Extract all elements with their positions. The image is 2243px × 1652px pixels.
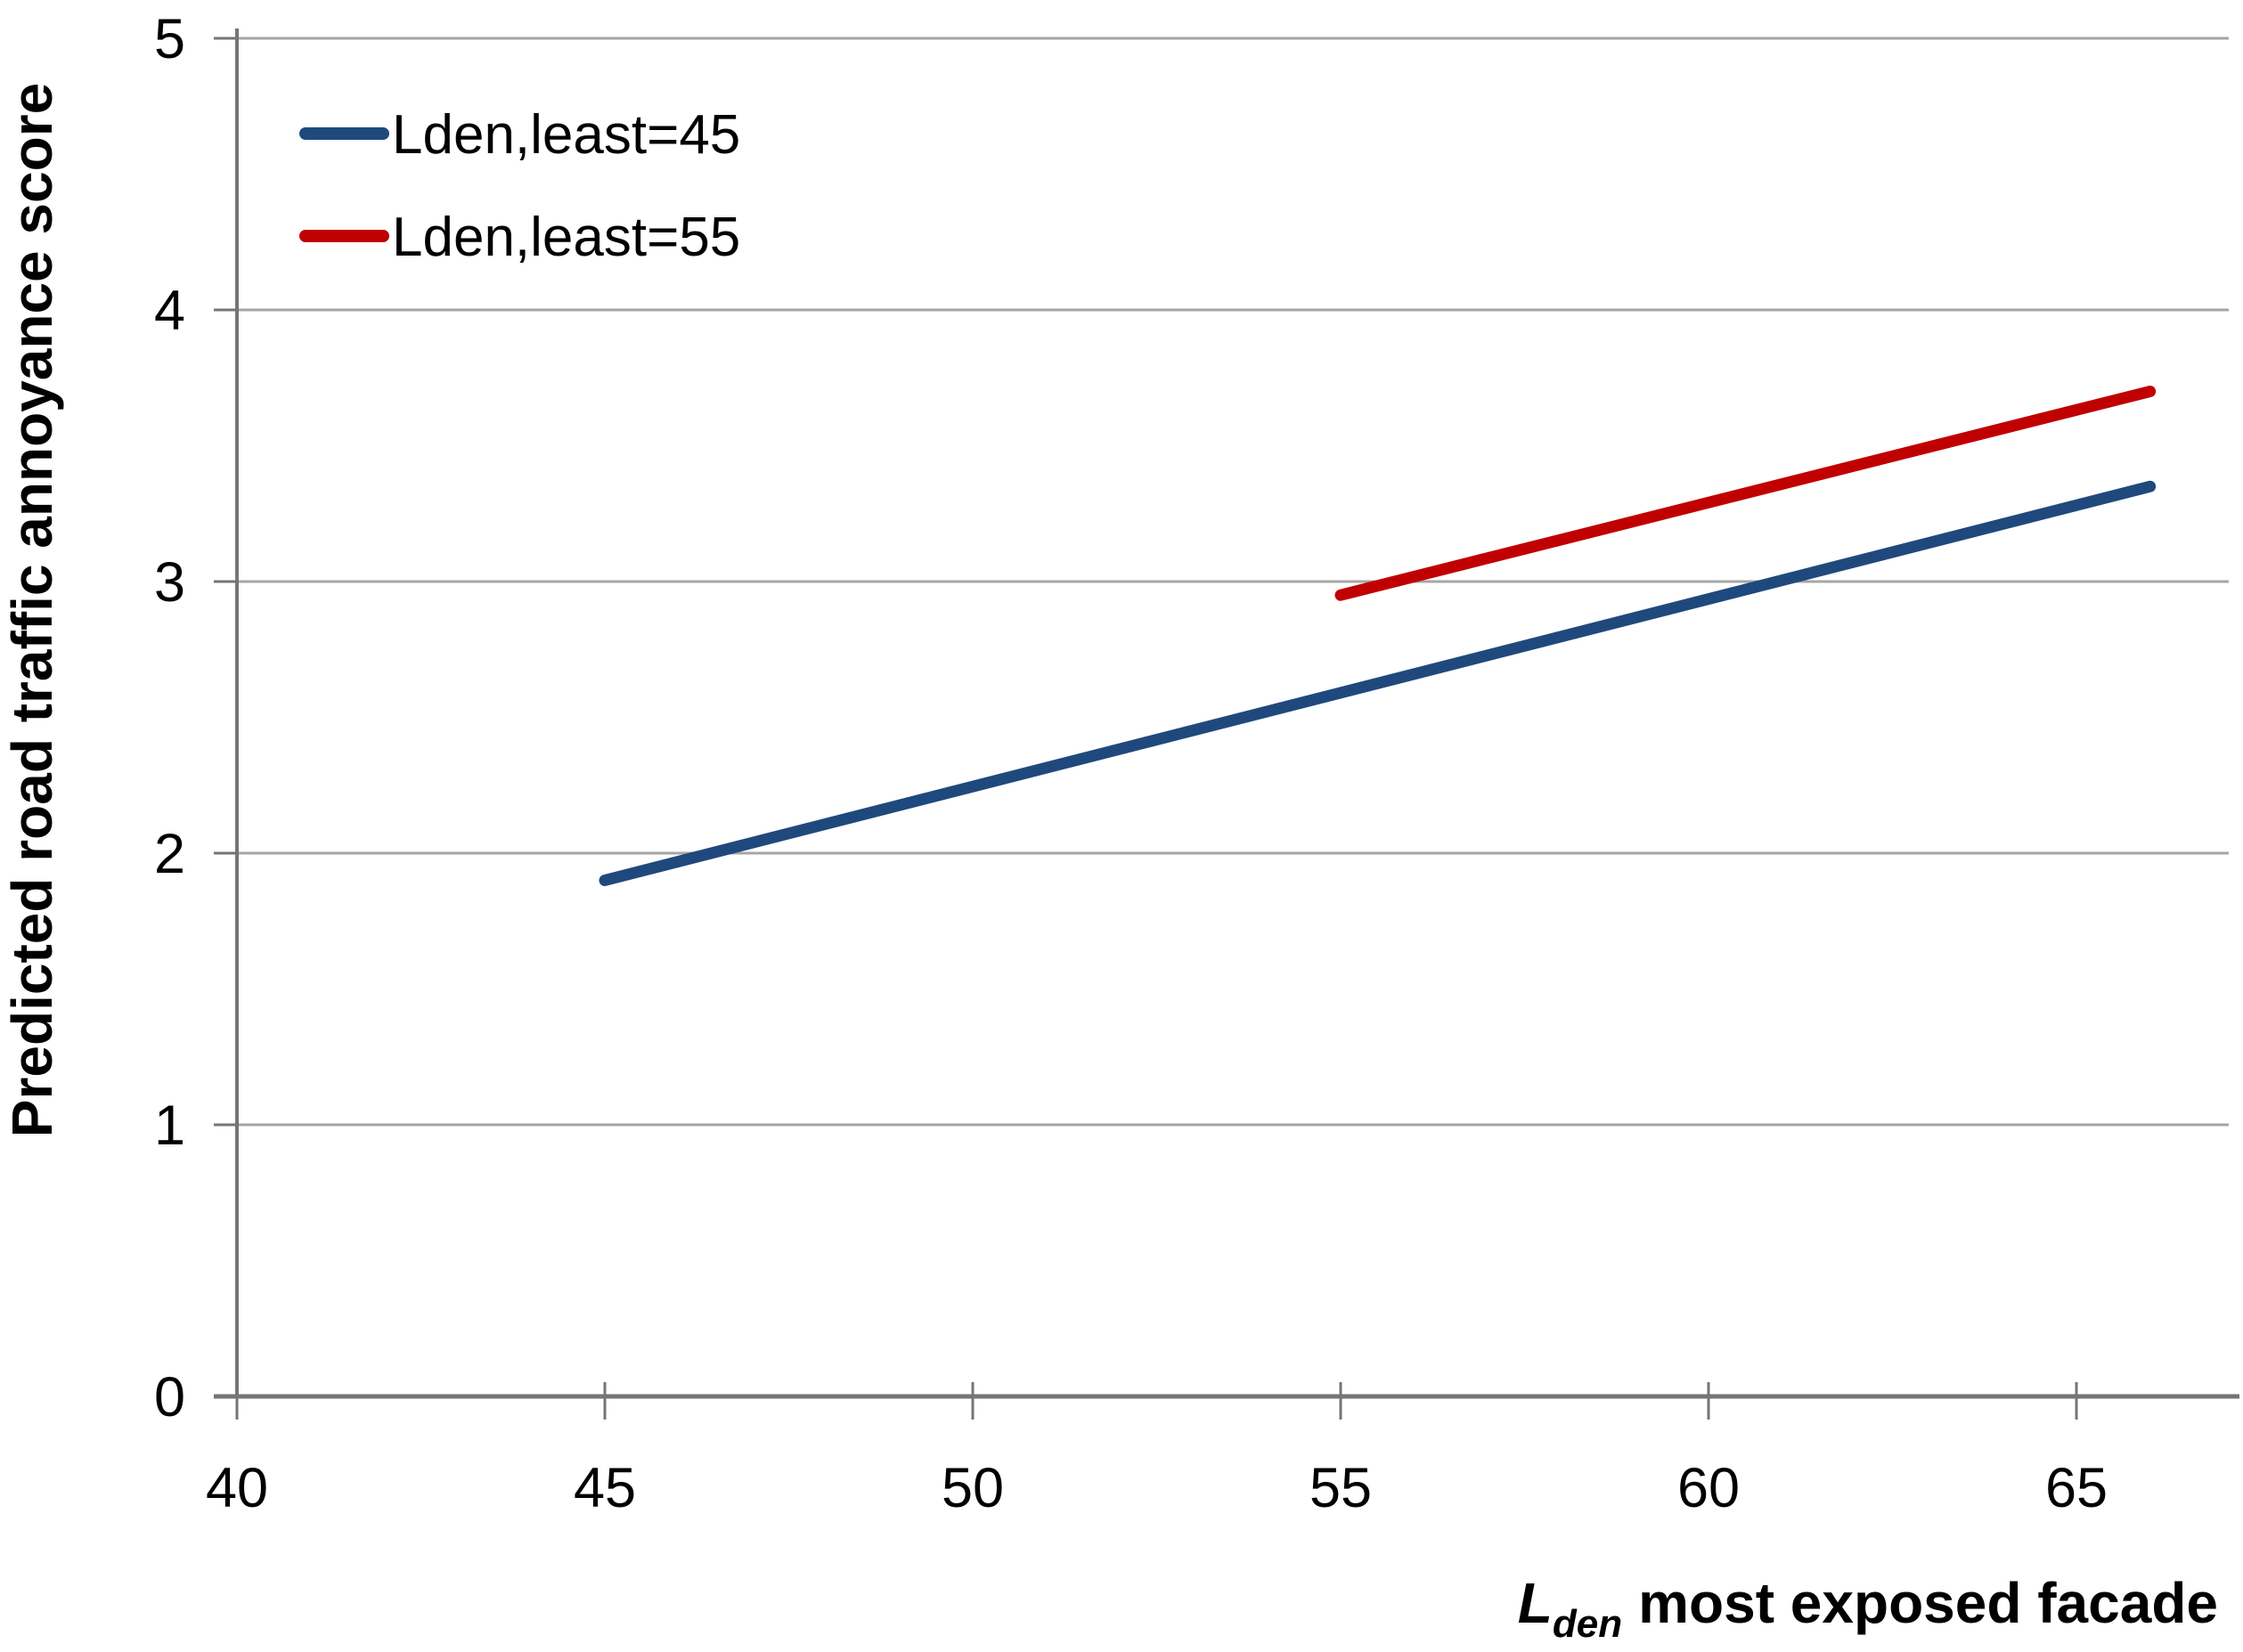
legend-label-red: Lden,least=55: [392, 207, 740, 268]
x-axis-title-rest: most exposed facade: [1638, 1571, 2218, 1635]
x-tick-label-40: 40: [206, 1457, 268, 1519]
y-tick-label-0: 0: [154, 1366, 185, 1428]
y-tick-label-3: 3: [154, 551, 185, 614]
legend-label-blue: Lden,least=45: [392, 104, 740, 166]
y-tick-label-2: 2: [154, 823, 185, 885]
x-tick-label-45: 45: [574, 1457, 636, 1519]
x-tick-labels: 40 45 50 55 60 65: [206, 1457, 2108, 1519]
axes: [214, 28, 2239, 1399]
x-tick-label-55: 55: [1309, 1457, 1372, 1519]
series-line-1: [1334, 386, 2157, 601]
x-tick-label-50: 50: [942, 1457, 1004, 1519]
y-axis-title: Predicted road traffic annoyance score: [0, 83, 64, 1137]
y-tick-labels: 0 1 2 3 4 5: [154, 8, 185, 1428]
x-tick-label-65: 65: [2045, 1457, 2108, 1519]
y-tick-label-5: 5: [154, 8, 185, 70]
x-axis-title: Lden most exposed facade: [1518, 1571, 2218, 1646]
series-line-0: [599, 480, 2157, 886]
legend: Lden,least=45 Lden,least=55: [299, 104, 740, 268]
y-tick-label-4: 4: [154, 280, 185, 342]
gridlines: [237, 37, 2229, 1127]
series-lines: [599, 386, 2157, 886]
x-tick-label-60: 60: [1677, 1457, 1740, 1519]
y-tick-label-1: 1: [154, 1095, 185, 1157]
axis-ticks: [214, 37, 2078, 1420]
x-axis-title-symbol: L: [1518, 1571, 1553, 1635]
x-axis-title-subscript: den: [1553, 1602, 1622, 1646]
